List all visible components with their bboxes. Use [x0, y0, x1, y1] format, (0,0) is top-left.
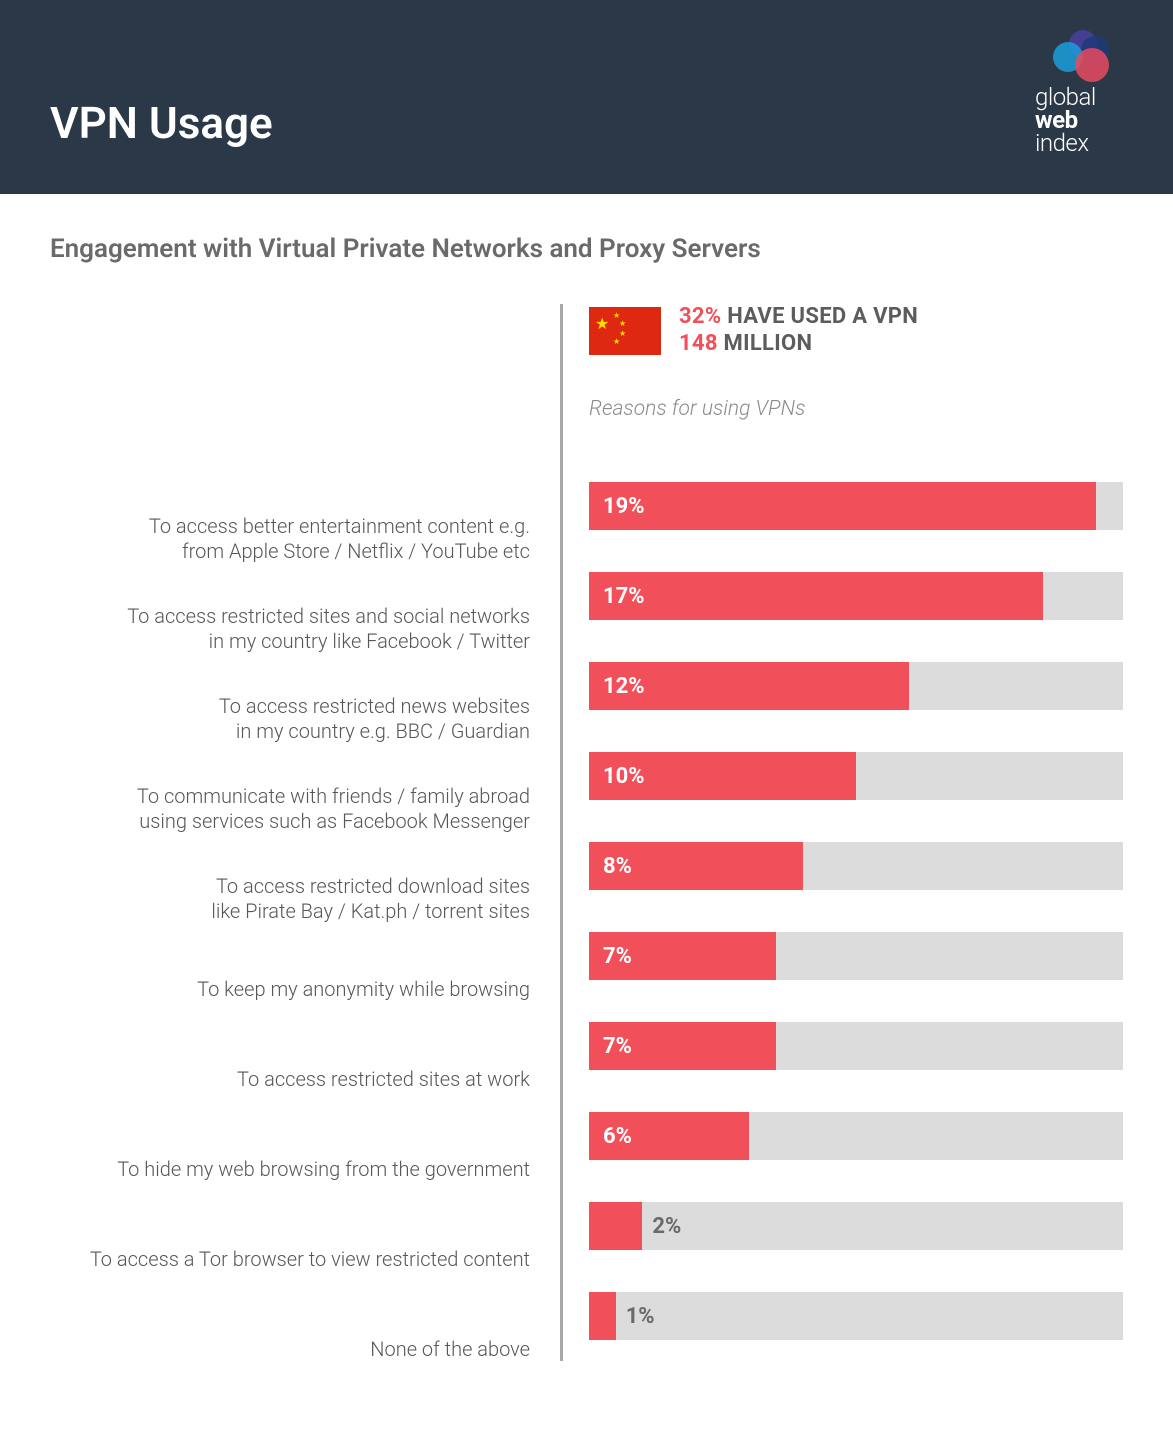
chart-bar-row: 19% — [589, 461, 1123, 551]
chart-label: To access restricted sites at work — [50, 1034, 530, 1124]
stat-line-1: 32% HAVE USED A VPN — [679, 304, 918, 330]
chart-label: To communicate with friends / family abr… — [50, 764, 530, 854]
headline-stat: ★ ★★★★ 32% HAVE USED A VPN 148 MILLION — [589, 304, 1123, 357]
bar-fill: 19% — [589, 482, 1096, 530]
stat-line-2: 148 MILLION — [679, 331, 918, 357]
bar-value: 12% — [589, 674, 645, 699]
header: VPN Usage global web index — [0, 0, 1173, 194]
bar-fill: 7% — [589, 1022, 776, 1070]
chart-bars-column: ★ ★★★★ 32% HAVE USED A VPN 148 MILLION R… — [560, 304, 1123, 1361]
bar-track: 7% — [589, 932, 1123, 980]
bar-track: 6% — [589, 1112, 1123, 1160]
chart-label: To access a Tor browser to view restrict… — [50, 1214, 530, 1304]
bar-fill: 1% — [589, 1292, 616, 1340]
chart-label: To hide my web browsing from the governm… — [50, 1124, 530, 1214]
chart-bar-row: 8% — [589, 821, 1123, 911]
bar-track: 1% — [589, 1292, 1123, 1340]
chart-bar-row: 1% — [589, 1271, 1123, 1361]
bar-track: 7% — [589, 1022, 1123, 1070]
bar-track: 2% — [589, 1202, 1123, 1250]
page-title: VPN Usage — [50, 97, 273, 149]
bar-value: 7% — [589, 1034, 632, 1059]
bar-track: 8% — [589, 842, 1123, 890]
chart-label: None of the above — [50, 1304, 530, 1394]
bar-fill: 17% — [589, 572, 1043, 620]
bar-track: 12% — [589, 662, 1123, 710]
stat-lines: 32% HAVE USED A VPN 148 MILLION — [679, 304, 918, 357]
chart-bar-row: 6% — [589, 1091, 1123, 1181]
logo-mark-icon — [1053, 30, 1123, 90]
bar-value: 17% — [589, 584, 645, 609]
china-flag-icon: ★ ★★★★ — [589, 307, 661, 355]
brand-logo: global web index — [1035, 30, 1123, 154]
bar-value: 6% — [589, 1124, 632, 1149]
chart-label: To access restricted download siteslike … — [50, 854, 530, 944]
subtitle: Engagement with Virtual Private Networks… — [50, 234, 1123, 264]
chart-bar-row: 7% — [589, 1001, 1123, 1091]
bar-value: 8% — [589, 854, 632, 879]
chart-bar-row: 12% — [589, 641, 1123, 731]
bars-list: 19% 17% 12% 10% 8% 7% 7% 6% 2% 1% — [589, 461, 1123, 1361]
chart-bar-row: 17% — [589, 551, 1123, 641]
bar-value: 10% — [589, 764, 645, 789]
chart-labels-column: To access better entertainment content e… — [50, 304, 530, 1394]
content: Engagement with Virtual Private Networks… — [0, 194, 1173, 1444]
chart-area: To access better entertainment content e… — [50, 304, 1123, 1394]
bar-fill: 12% — [589, 662, 909, 710]
chart-label: To keep my anonymity while browsing — [50, 944, 530, 1034]
bar-fill: 2% — [589, 1202, 642, 1250]
bar-value: 2% — [642, 1214, 681, 1239]
bar-value: 1% — [616, 1304, 655, 1329]
chart-label: To access restricted news websitesin my … — [50, 674, 530, 764]
chart-label: To access better entertainment content e… — [50, 494, 530, 584]
bar-track: 10% — [589, 752, 1123, 800]
bar-value: 7% — [589, 944, 632, 969]
chart-bar-row: 10% — [589, 731, 1123, 821]
bar-fill: 10% — [589, 752, 856, 800]
bar-fill: 6% — [589, 1112, 749, 1160]
bar-track: 17% — [589, 572, 1123, 620]
chart-bar-row: 7% — [589, 911, 1123, 1001]
bar-value: 19% — [589, 494, 645, 519]
bar-fill: 7% — [589, 932, 776, 980]
bar-fill: 8% — [589, 842, 803, 890]
chart-subtitle: Reasons for using VPNs — [589, 397, 1123, 421]
bar-track: 19% — [589, 482, 1123, 530]
logo-text: global web index — [1035, 86, 1096, 154]
chart-bar-row: 2% — [589, 1181, 1123, 1271]
chart-label: To access restricted sites and social ne… — [50, 584, 530, 674]
